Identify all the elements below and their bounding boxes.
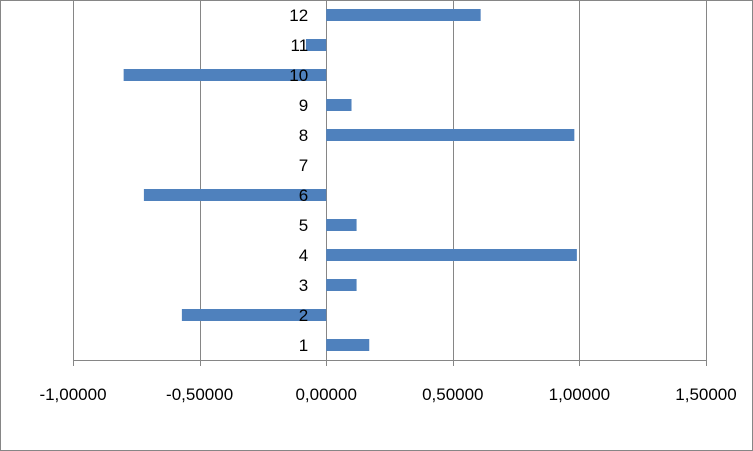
category-label: 5: [299, 216, 308, 235]
category-label: 9: [299, 96, 308, 115]
bar-9: [326, 99, 352, 111]
x-tick-labels: -1,00000 -0,50000 0,00000 0,50000 1,00000 1,5…: [39, 385, 736, 404]
bars: [123, 9, 577, 351]
category-label: 10: [289, 66, 308, 85]
bar-2: [181, 309, 327, 321]
bar-11: [305, 39, 327, 51]
category-label: 11: [291, 36, 309, 55]
category-label: 4: [299, 246, 308, 265]
x-tick-label: 0,50000: [422, 385, 483, 404]
bar-1: [326, 339, 370, 351]
category-label: 1: [299, 336, 308, 355]
category-label: 2: [299, 306, 308, 325]
x-tick-label: -0,50000: [166, 385, 233, 404]
category-label: 8: [299, 126, 308, 145]
bar-5: [326, 219, 357, 231]
bar-4: [326, 249, 577, 261]
category-label: 6: [299, 186, 308, 205]
bar-10: [123, 69, 327, 81]
category-label: 12: [289, 6, 308, 25]
x-tick-label: -1,00000: [39, 385, 106, 404]
category-label: 7: [299, 156, 308, 175]
bar-8: [326, 129, 575, 141]
x-tick-label: 1,00000: [549, 385, 610, 404]
gridlines: [73, 0, 707, 366]
x-tick-label: 0,00000: [295, 385, 356, 404]
category-label: 3: [299, 276, 308, 295]
bar-6: [143, 189, 327, 201]
bar-12: [326, 9, 481, 21]
bar-3: [326, 279, 357, 291]
x-tick-label: 1,50000: [675, 385, 736, 404]
